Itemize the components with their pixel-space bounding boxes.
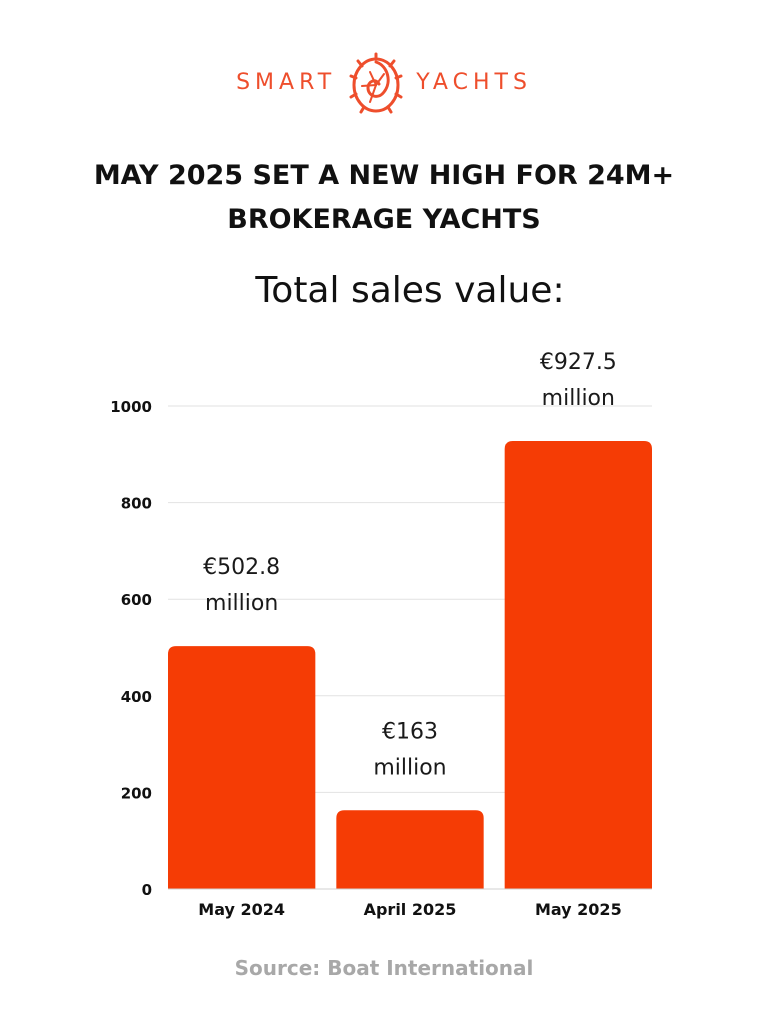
source-note: Source: Boat International [234, 956, 534, 980]
logo-word-left: SMART [236, 70, 337, 95]
page-headline: MAY 2025 SET A NEW HIGH FOR 24M+ BROKERA… [93, 160, 675, 235]
nautilus-shell-icon [349, 52, 403, 114]
data-label: €163 [382, 719, 438, 744]
x-tick-label: April 2025 [364, 900, 457, 919]
data-label: €502.8 [203, 555, 280, 580]
y-tick-label: 0 [142, 881, 152, 899]
y-tick-label: 600 [121, 591, 152, 609]
data-label: million [542, 386, 615, 411]
y-tick-label: 200 [121, 784, 152, 802]
y-tick-label: 800 [121, 495, 152, 513]
x-tick-label: May 2025 [535, 900, 622, 919]
y-tick-label: 1000 [110, 398, 152, 416]
x-tick-label: May 2024 [198, 900, 285, 919]
data-label: €927.5 [540, 350, 617, 375]
data-label: million [373, 755, 446, 780]
logo-word-right: YACHTS [416, 70, 532, 95]
bar [168, 646, 316, 889]
chart-title: Total sales value: [255, 270, 565, 311]
data-label: million [205, 591, 278, 616]
bar [336, 810, 484, 889]
brand-logo: SMART YACHTS [0, 48, 768, 118]
bar [504, 441, 652, 889]
y-tick-label: 400 [121, 688, 152, 706]
